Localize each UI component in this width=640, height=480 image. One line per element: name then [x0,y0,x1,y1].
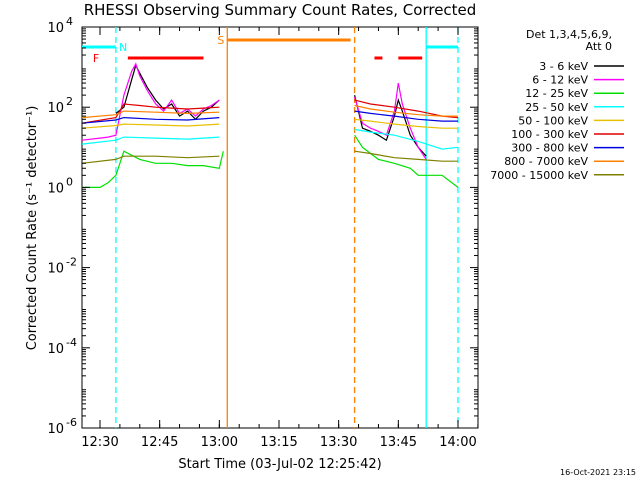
y-tick-exponent: 2 [66,95,73,108]
series-line [354,118,458,129]
series-line [354,150,458,162]
series-line [354,134,459,188]
plot-frame [81,26,479,429]
legend-entry-label: 300 - 800 keV [511,142,588,155]
series-line [81,155,220,164]
series-line [82,150,224,188]
series-line [81,116,220,124]
y-tick-exponent: 4 [66,15,73,28]
y-tick-exponent: 0 [66,175,73,188]
x-tick-label: 12:30 [81,435,118,450]
legend-entry-label: 25 - 50 keV [525,101,588,114]
legend-entry-label: 800 - 7000 keV [504,155,588,168]
x-axis-label: Start Time (03-Jul-02 12:25:42) [178,457,381,472]
y-tick-label: 10 [47,342,64,357]
y-tick-exponent: -6 [66,416,77,429]
marker-label-f: F [93,52,99,65]
y-axis-label: Corrected Count Rate (s⁻¹ detector⁻¹) [25,106,40,351]
chart-title: RHESSI Observing Summary Count Rates, Co… [84,1,477,19]
footer-stamp: 16-Oct-2021 23:15 [560,468,636,477]
x-tick-label: 13:30 [320,435,357,450]
marker-label-n: N [119,41,127,54]
y-tick-label: 10 [47,101,64,116]
series-line [81,62,220,141]
series-line [354,82,427,160]
series-line [81,123,220,129]
x-tick-label: 12:45 [141,435,178,450]
y-tick-exponent: -2 [66,256,77,269]
x-tick-label: 13:00 [201,435,238,450]
x-axis: 12:30 12:45 13:00 13:15 13:30 13:45 14:00 [81,27,479,450]
legend-entry-label: 12 - 25 keV [525,87,588,100]
event-lines [115,27,459,428]
legend-header: Att 0 [586,40,612,53]
legend-header: Det 1,3,4,5,6,9, [526,28,612,41]
series-lines [81,62,459,188]
series-line [81,136,220,145]
status-markers: F N S [82,34,458,65]
x-tick-label: 13:45 [380,435,417,450]
marker-label-s: S [217,34,224,47]
y-tick-label: 10 [47,181,64,196]
legend-entry-label: 6 - 12 keV [532,74,588,87]
legend-entry-label: 3 - 6 keV [539,60,588,73]
series-line [354,110,458,122]
legend-entry-label: 7000 - 15000 keV [490,169,588,182]
y-tick-label: 10 [47,262,64,277]
series-line [354,104,458,117]
y-tick-label: 10 [47,422,64,437]
series-line [354,128,459,150]
legend-entry-label: 50 - 100 keV [518,114,588,127]
y-tick-label: 10 [47,21,64,36]
series-line [81,110,220,119]
x-tick-label: 14:00 [439,435,476,450]
x-tick-label: 13:15 [260,435,297,450]
series-line [115,63,220,121]
y-tick-exponent: -4 [66,336,77,349]
legend-entry-label: 100 - 300 keV [511,128,588,141]
